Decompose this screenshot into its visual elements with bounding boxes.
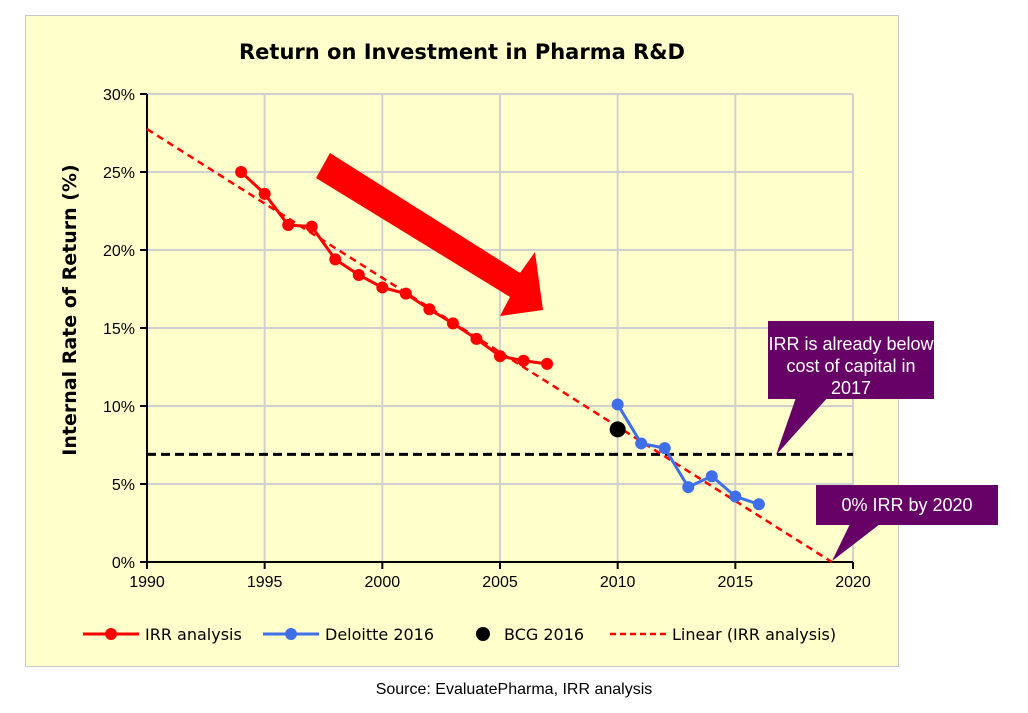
x-tick-label: 2000: [365, 574, 401, 591]
legend-label: BCG 2016: [504, 625, 584, 644]
data-point: [658, 442, 671, 455]
legend-swatch: [105, 628, 117, 640]
data-point: [729, 490, 742, 503]
x-tick-label: 2020: [835, 574, 871, 591]
data-point: [517, 354, 530, 367]
callout-pointer: [776, 386, 838, 455]
data-point: [541, 357, 554, 370]
legend-label: Linear (IRR analysis): [672, 625, 836, 644]
y-axis-label: Internal Rate of Return (%): [59, 164, 81, 455]
legend-label: IRR analysis: [145, 625, 242, 644]
data-point: [494, 350, 506, 363]
data-point: [609, 421, 626, 438]
data-point: [329, 253, 342, 266]
annotation-cost-of-capital: IRR is already below cost of capital in …: [768, 321, 934, 399]
data-point: [376, 281, 389, 294]
chart-frame: [25, 15, 899, 667]
y-tick-label: 15%: [103, 321, 135, 338]
trendline: [146, 128, 833, 564]
legend-swatch: [476, 627, 490, 641]
data-point: [682, 481, 695, 494]
x-tick-label: 2015: [718, 574, 754, 591]
y-tick-label: 25%: [103, 165, 135, 182]
data-point: [423, 303, 436, 316]
data-point: [752, 498, 765, 511]
trend-arrow: [316, 153, 543, 316]
data-point: [470, 332, 483, 345]
callout-pointer: [832, 524, 880, 561]
annotation-zero-irr: 0% IRR by 2020: [816, 485, 998, 525]
data-point: [611, 398, 624, 411]
data-point: [235, 166, 248, 178]
legend-label: Deloitte 2016: [325, 625, 434, 644]
data-point: [399, 287, 412, 300]
data-point: [352, 268, 365, 281]
data-point: [446, 317, 459, 330]
legend-swatch: [285, 628, 297, 640]
x-tick-label: 2010: [600, 574, 636, 591]
data-point: [258, 187, 271, 200]
y-tick-label: 10%: [103, 399, 135, 416]
data-point: [635, 437, 648, 450]
x-tick-label: 1995: [247, 574, 283, 591]
x-tick-label: 2005: [482, 574, 518, 591]
y-tick-label: 5%: [112, 477, 135, 494]
x-tick-label: 1990: [129, 574, 165, 591]
y-tick-label: 0%: [112, 555, 135, 572]
chart-title: Return on Investment in Pharma R&D: [239, 40, 685, 64]
data-point: [305, 220, 318, 233]
data-point: [705, 470, 718, 483]
source-note: Source: EvaluatePharma, IRR analysis: [375, 681, 653, 698]
y-tick-label: 20%: [103, 243, 135, 260]
y-tick-label: 30%: [103, 87, 135, 104]
data-point: [282, 219, 295, 232]
